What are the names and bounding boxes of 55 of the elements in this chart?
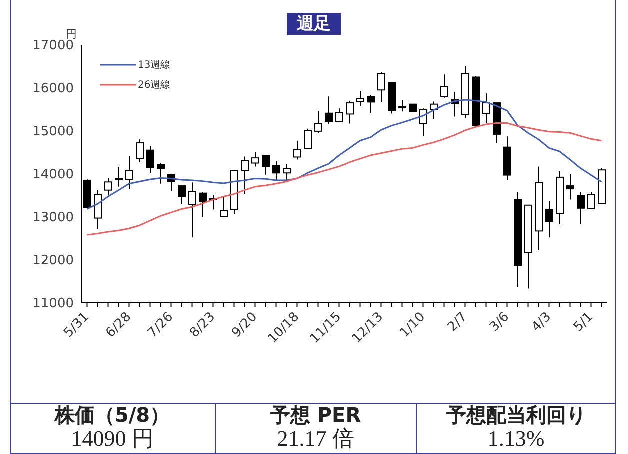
y-tick-label: 15000 <box>32 124 74 140</box>
text: 1.13% <box>486 426 546 451</box>
chart-title: 週足 <box>287 13 341 35</box>
candlestick <box>566 174 574 200</box>
candlestick <box>157 162 165 184</box>
x-tick-label: 2/7 <box>445 310 471 336</box>
legend-label: 26週線 <box>138 79 171 92</box>
y-tick-label: 13000 <box>32 210 74 226</box>
candlestick <box>115 167 123 188</box>
candlestick <box>104 178 112 196</box>
candlestick <box>146 146 154 174</box>
candlestick <box>398 100 406 112</box>
line-series <box>86 99 602 210</box>
x-tick-label: 5/1 <box>571 310 597 336</box>
y-tick-label: 11000 <box>32 296 74 312</box>
text: 予想 PER <box>269 403 362 427</box>
candlestick <box>367 94 375 114</box>
candlestick <box>325 96 333 126</box>
x-tick-label: 4/3 <box>529 310 555 336</box>
candlestick <box>546 200 554 238</box>
candlestick <box>220 196 228 218</box>
candlestick <box>588 192 596 210</box>
y-tick-label: 17000 <box>32 38 74 54</box>
candlestick <box>336 108 344 122</box>
candlestick <box>283 164 291 182</box>
legend-label: 13週線 <box>138 59 171 72</box>
y-tick-label: 12000 <box>32 254 74 269</box>
text: 14090 円 <box>70 426 155 451</box>
y-tick-label: 14000 <box>32 168 74 183</box>
text: 21.17 倍 <box>276 426 356 451</box>
candlestick <box>272 161 280 181</box>
candlestick <box>188 182 196 238</box>
x-tick-label: 3/6 <box>487 310 513 336</box>
y-axis-title: 円 <box>66 27 77 41</box>
candlestick <box>378 72 386 103</box>
candlestick <box>482 93 490 124</box>
candlestick <box>241 156 249 195</box>
candlestick <box>346 100 354 124</box>
candlestick <box>94 190 102 230</box>
text: 株価（5/8） <box>54 403 172 427</box>
line-series <box>86 122 602 236</box>
y-tick-label: 16000 <box>32 82 74 97</box>
candlestick <box>294 140 302 160</box>
candlestick <box>136 139 144 163</box>
candlestick <box>577 192 585 225</box>
candlestick <box>252 152 260 168</box>
candlestick <box>126 155 134 190</box>
candlestick <box>199 192 207 218</box>
candlestick <box>356 90 364 107</box>
candlestick <box>178 186 186 205</box>
candlestick <box>314 110 322 134</box>
candlestick <box>304 128 312 150</box>
candlestick <box>262 155 270 176</box>
candlestick <box>440 74 448 98</box>
text: 予想配当利回り <box>445 403 588 427</box>
